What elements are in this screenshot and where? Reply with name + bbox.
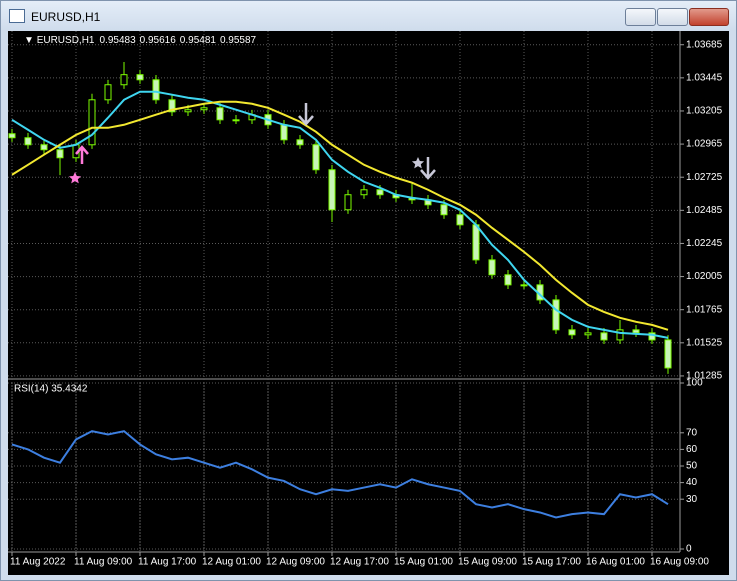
candle-body <box>552 299 560 331</box>
x-tick-label: 15 Aug 01:00 <box>394 557 453 568</box>
y-tick-label: 100 <box>686 378 703 389</box>
annotations <box>68 103 436 184</box>
y-tick-label: 1.03205 <box>686 106 723 117</box>
x-tick-label: 12 Aug 09:00 <box>266 557 325 568</box>
candle-body <box>40 144 48 151</box>
symbol: EURUSD,H1 <box>37 35 95 46</box>
y-tick-label: 40 <box>686 477 698 488</box>
candle-body <box>152 79 160 101</box>
chart-header: ▼ EURUSD,H1 0.95483 0.95616 0.95481 0.95587 <box>24 35 257 46</box>
x-tick-label: 11 Aug 2022 <box>10 557 66 568</box>
candle-body <box>184 109 192 113</box>
header-value: 0.95587 <box>220 35 257 46</box>
y-tick-label: 30 <box>686 494 698 505</box>
window-title: EURUSD,H1 <box>31 10 101 24</box>
y-tick-label: 50 <box>686 461 698 472</box>
candle-body <box>328 169 336 211</box>
y-tick-label: 1.02245 <box>686 238 723 249</box>
x-tick-label: 12 Aug 01:00 <box>202 557 261 568</box>
x-tick-label: 15 Aug 17:00 <box>522 557 581 568</box>
candle-body <box>504 274 512 286</box>
chart: 1.01285 1.01525 1.01765 1.02005 1.02245 1.024… <box>8 31 729 575</box>
candle-body <box>200 107 208 111</box>
y-tick-label: 1.01285 <box>686 371 723 382</box>
candle-body <box>488 259 496 276</box>
close-button[interactable] <box>689 8 729 26</box>
candle-body <box>664 339 672 369</box>
rsi-line <box>11 430 669 519</box>
candle-body <box>312 144 320 171</box>
candle-body <box>472 224 480 261</box>
candle-body <box>616 329 624 341</box>
moving-average <box>11 100 669 331</box>
star <box>411 157 425 169</box>
indicator-title: RSI(14) 35.4342 <box>14 384 88 395</box>
candle-body <box>120 74 128 86</box>
candle-body <box>216 107 224 121</box>
x-tick-label: 16 Aug 09:00 <box>650 557 709 568</box>
header-value: 0.95483 <box>99 35 136 46</box>
x-tick-label: 15 Aug 09:00 <box>458 557 517 568</box>
y-tick-label: 1.01765 <box>686 304 723 315</box>
y-tick-label: 1.03685 <box>686 39 723 50</box>
candle-body <box>456 214 464 226</box>
x-tick-label: 11 Aug 09:00 <box>74 557 133 568</box>
star <box>68 172 82 184</box>
x-tick-label: 12 Aug 17:00 <box>330 557 389 568</box>
candle-body <box>344 194 352 211</box>
candle-body <box>24 137 32 146</box>
maximize-button[interactable] <box>657 8 688 26</box>
candle-body <box>56 149 64 159</box>
buy-arrow <box>75 145 89 164</box>
candle-body <box>376 189 384 196</box>
y-tick-label: 70 <box>686 427 698 438</box>
candle-body <box>280 124 288 141</box>
x-tick-label: 11 Aug 17:00 <box>138 557 197 568</box>
candle-body <box>632 329 640 334</box>
sell-arrow <box>298 103 314 126</box>
candle-body <box>440 204 448 216</box>
collapse-icon: ▼ <box>24 35 37 46</box>
y-tick-label: 1.02005 <box>686 271 723 282</box>
y-tick-label: 60 <box>686 444 698 455</box>
y-tick-label: 0 <box>686 544 692 555</box>
candle-body <box>8 133 16 139</box>
candle-body <box>88 99 96 146</box>
candle-body <box>232 119 240 122</box>
y-tick-label: 1.02485 <box>686 205 723 216</box>
y-tick-label: 1.02725 <box>686 172 723 183</box>
window-icon <box>9 9 25 23</box>
y-tick-label: 1.01525 <box>686 337 723 348</box>
header-value: 0.95616 <box>140 35 177 46</box>
sell-arrow <box>420 157 436 180</box>
candle-body <box>168 99 176 113</box>
minimize-button[interactable] <box>625 8 656 26</box>
chart-background <box>8 31 729 575</box>
candle-body <box>600 332 608 341</box>
title-bar: EURUSD,H1 <box>1 1 736 31</box>
candle-body <box>104 84 112 101</box>
moving-average <box>11 90 669 339</box>
candle-body <box>584 332 592 336</box>
header-value: 0.95481 <box>180 35 217 46</box>
candle-body <box>568 329 576 336</box>
candle-body <box>520 284 528 287</box>
x-tick-label: 16 Aug 01:00 <box>586 557 645 568</box>
y-tick-label: 1.02965 <box>686 139 723 150</box>
y-tick-label: 1.03445 <box>686 72 723 83</box>
candle-body <box>360 189 368 196</box>
candle-body <box>136 74 144 81</box>
candle-body <box>296 139 304 146</box>
plot: 1.01285 1.01525 1.01765 1.02005 1.02245 1.024… <box>8 31 723 568</box>
